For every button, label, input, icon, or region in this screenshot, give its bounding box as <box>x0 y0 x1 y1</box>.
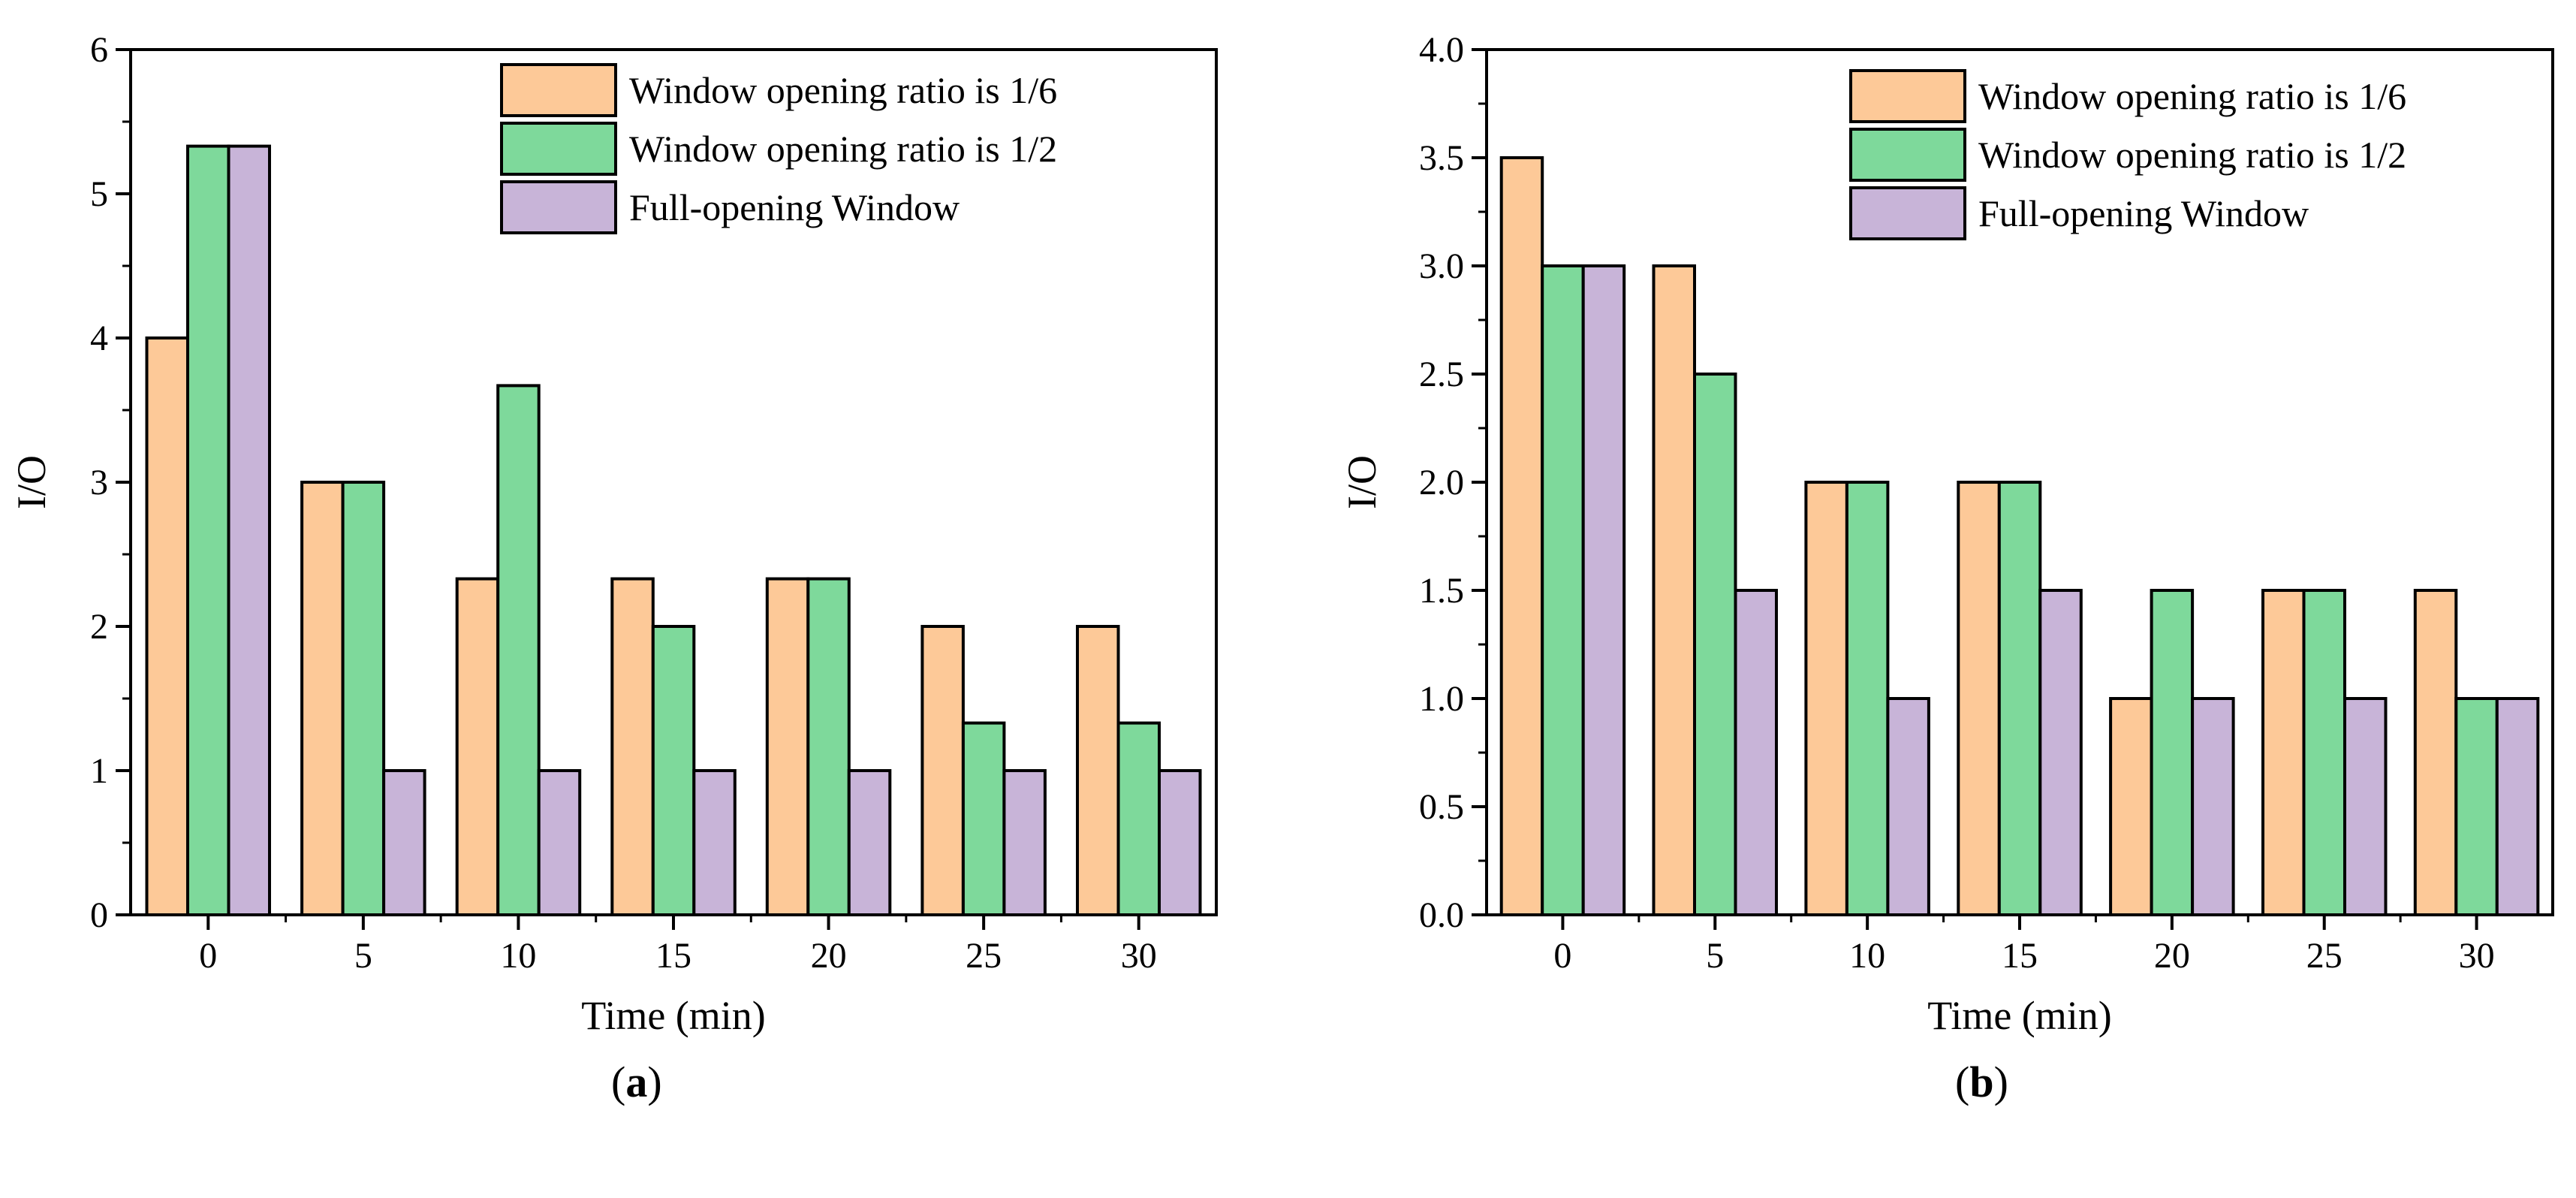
bar-b-series-1-t30 <box>2413 589 2458 916</box>
y-tick-label-b: 3.0 <box>1419 246 1464 286</box>
x-tick-label-b: 20 <box>2154 936 2190 976</box>
x-tick-label-a: 20 <box>811 936 847 976</box>
bar-a-series-1-t30 <box>1076 625 1120 916</box>
caption-letter: a <box>625 1058 647 1106</box>
caption-open-paren: ( <box>1955 1058 1969 1106</box>
caption-letter: b <box>1969 1058 1993 1106</box>
bar-b-series-2-t0 <box>1541 264 1585 916</box>
bar-a-series-3-t20 <box>847 769 892 916</box>
y-tick-label-a: 0 <box>90 895 108 935</box>
bar-a-series-3-t15 <box>692 769 737 916</box>
y-tick-label-a: 3 <box>90 463 108 502</box>
bar-b-series-3-t20 <box>2191 697 2235 916</box>
bar-a-series-3-t10 <box>537 769 582 916</box>
legend-swatch-a-1 <box>500 63 617 117</box>
x-tick-label-a: 5 <box>354 936 372 976</box>
caption-close-paren: ) <box>1994 1058 2008 1106</box>
x-axis-title-b: Time (min) <box>1927 993 2112 1038</box>
bar-b-series-2-t25 <box>2302 589 2346 916</box>
x-tick-label-b: 10 <box>1849 936 1885 976</box>
bar-a-series-3-t5 <box>382 769 426 916</box>
bar-a-series-3-t0 <box>227 144 271 917</box>
x-tick-label-b: 5 <box>1706 936 1724 976</box>
y-tick-label-a: 2 <box>90 607 108 647</box>
bar-b-series-3-t15 <box>2038 589 2083 916</box>
bar-b-series-1-t10 <box>1804 481 1848 916</box>
y-tick-label-a: 1 <box>90 751 108 791</box>
y-tick-label-a: 4 <box>90 318 108 358</box>
bar-a-series-2-t10 <box>496 384 541 916</box>
bar-a-series-1-t0 <box>145 336 189 916</box>
bar-b-series-2-t20 <box>2150 589 2195 916</box>
bar-a-series-3-t25 <box>1002 769 1047 916</box>
panel-b-chart: 0.0 0.5 1.0 1.5 2.0 2.5 3.0 3.5 4.0 0 5 10 15 20 25 30 T… <box>1339 30 2554 1106</box>
panel-a-chart: 0 1 2 3 4 5 6 0 5 10 15 20 25 30 Time (min) I/O Window o… <box>9 30 1218 1106</box>
bar-b-series-1-t20 <box>2109 697 2153 916</box>
x-tick-label-a: 25 <box>966 936 1002 976</box>
x-tick-label-b: 15 <box>2002 936 2038 976</box>
bar-b-series-2-t30 <box>2454 697 2499 916</box>
x-tick-label-a: 15 <box>655 936 691 976</box>
bar-a-series-2-t15 <box>651 625 696 916</box>
bar-b-series-3-t10 <box>1886 697 1930 916</box>
x-tick-label-a: 10 <box>500 936 536 976</box>
bar-a-series-1-t10 <box>455 577 500 916</box>
y-tick-label-b: 1.5 <box>1419 571 1464 611</box>
y-tick-label-b: 3.5 <box>1419 138 1464 178</box>
y-tick-label-a: 5 <box>90 174 108 214</box>
bar-a-series-2-t0 <box>186 144 230 917</box>
bar-a-series-1-t15 <box>610 577 655 916</box>
y-axis-title-b: I/O <box>1339 455 1384 509</box>
legend-label-a-2: Window opening ratio is 1/2 <box>629 128 1057 170</box>
bar-a-series-2-t5 <box>341 481 386 916</box>
legend-swatch-a-3 <box>500 180 617 234</box>
bar-b-series-1-t25 <box>2261 589 2306 916</box>
caption-close-paren: ) <box>647 1058 661 1106</box>
panel-caption-a: (a) <box>611 1058 662 1106</box>
caption-open-paren: ( <box>611 1058 625 1106</box>
bar-b-series-3-t0 <box>1581 264 1626 916</box>
legend-label-b-3: Full-opening Window <box>1978 192 2309 234</box>
bar-a-series-1-t25 <box>920 625 965 916</box>
legend-swatch-b-3 <box>1849 186 1966 240</box>
bar-b-series-1-t0 <box>1499 156 1544 916</box>
legend-swatch-b-2 <box>1849 128 1966 182</box>
legend-swatch-a-2 <box>500 122 617 176</box>
y-tick-label-b: 0.0 <box>1419 895 1464 935</box>
bar-a-series-3-t30 <box>1158 769 1202 916</box>
bar-b-series-3-t25 <box>2343 697 2388 916</box>
bar-a-series-2-t20 <box>806 577 851 916</box>
bar-b-series-2-t5 <box>1693 373 1737 916</box>
bar-a-series-2-t25 <box>961 721 1006 916</box>
x-tick-label-b: 25 <box>2306 936 2343 976</box>
legend-label-b-2: Window opening ratio is 1/2 <box>1978 134 2406 176</box>
x-axis-title-a: Time (min) <box>581 993 766 1038</box>
y-tick-label-b: 2.0 <box>1419 463 1464 502</box>
x-tick-label-b: 0 <box>1553 936 1571 976</box>
x-tick-label-b: 30 <box>2459 936 2495 976</box>
bar-b-series-2-t10 <box>1845 481 1890 916</box>
bar-a-series-1-t20 <box>765 577 810 916</box>
bar-b-series-3-t5 <box>1734 589 1778 916</box>
bar-b-series-1-t15 <box>1957 481 2001 916</box>
legend-label-a-3: Full-opening Window <box>629 186 960 228</box>
y-tick-label-b: 2.5 <box>1419 355 1464 394</box>
y-axis-title-a: I/O <box>9 455 54 509</box>
legend-label-a-1: Window opening ratio is 1/6 <box>629 69 1057 111</box>
bar-b-series-1-t5 <box>1652 264 1696 916</box>
y-tick-label-b: 4.0 <box>1419 30 1464 70</box>
bar-a-series-1-t5 <box>300 481 345 916</box>
x-tick-label-a: 0 <box>199 936 217 976</box>
y-tick-label-b: 0.5 <box>1419 787 1464 827</box>
legend-swatch-b-1 <box>1849 69 1966 123</box>
y-tick-label-b: 1.0 <box>1419 679 1464 719</box>
panel-caption-b: (b) <box>1955 1058 2008 1106</box>
legend-label-b-1: Window opening ratio is 1/6 <box>1978 75 2406 117</box>
y-tick-label-a: 6 <box>90 30 108 70</box>
x-tick-label-a: 30 <box>1121 936 1157 976</box>
bar-b-series-3-t30 <box>2495 697 2540 916</box>
bar-a-series-2-t30 <box>1116 721 1161 916</box>
bar-b-series-2-t15 <box>1997 481 2042 916</box>
